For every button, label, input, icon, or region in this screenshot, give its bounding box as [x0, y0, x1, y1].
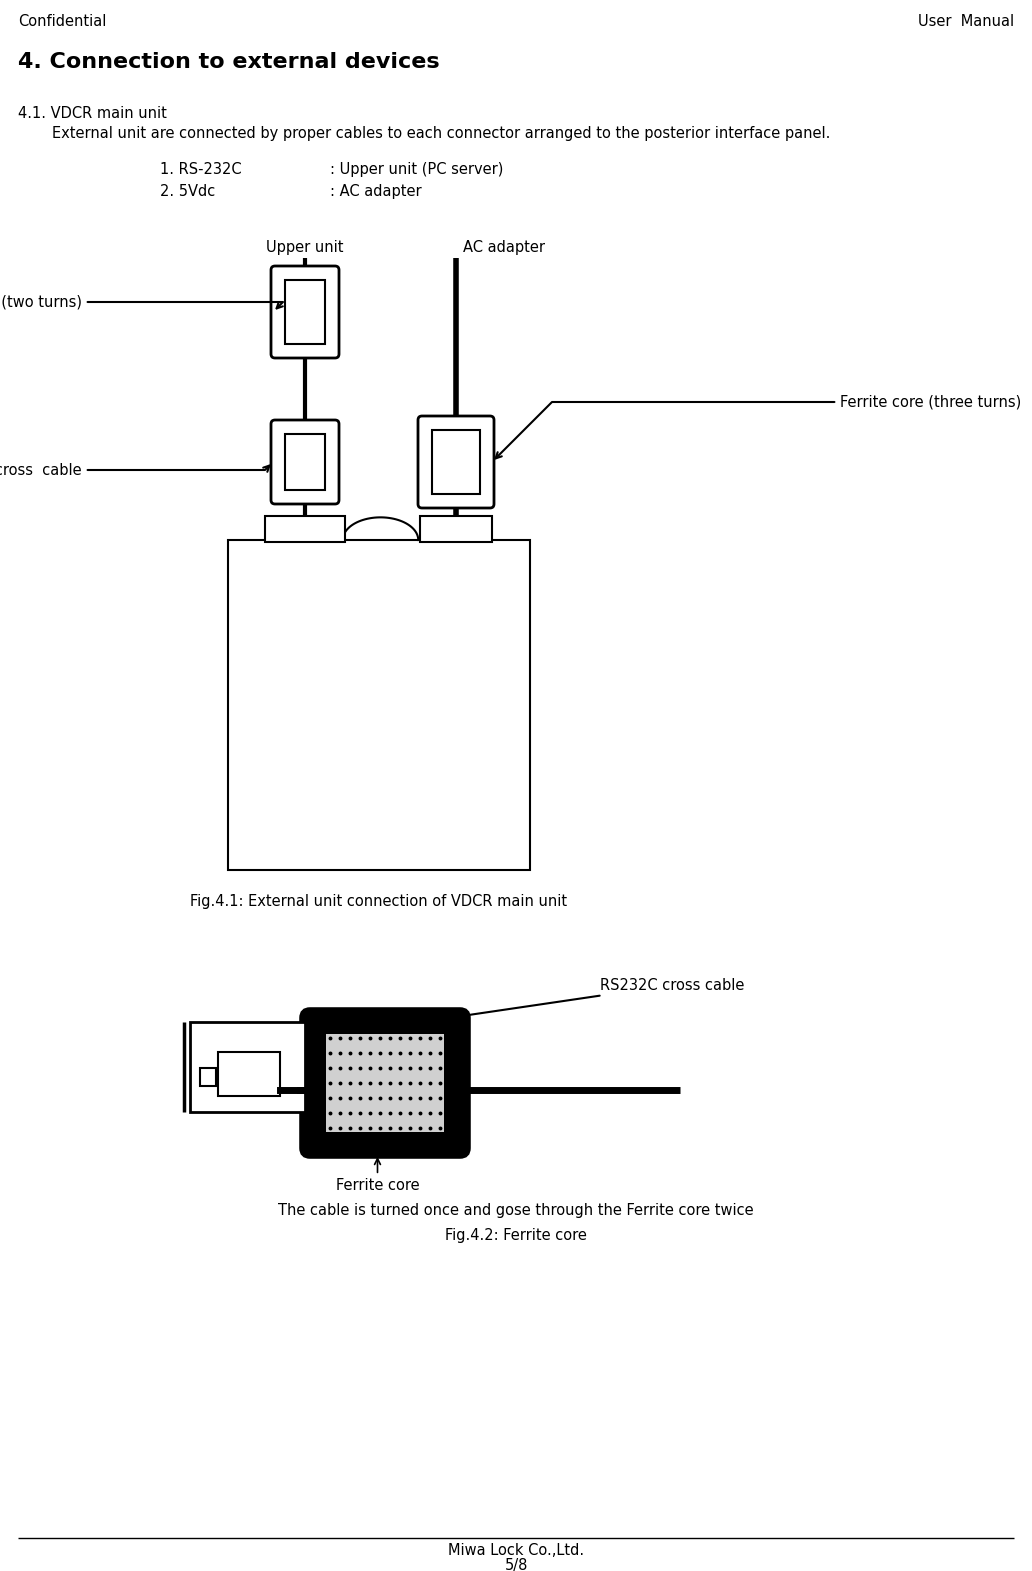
Text: Ferrite core: Ferrite core [335, 1159, 419, 1192]
Text: RS232C  cross  cable: RS232C cross cable [0, 462, 269, 478]
Bar [285, 434, 325, 490]
Text: Miwa Lock Co.,Ltd.: Miwa Lock Co.,Ltd. [448, 1543, 584, 1558]
Bar [326, 1034, 444, 1133]
FancyBboxPatch shape [271, 265, 338, 358]
Bar [420, 515, 492, 542]
Text: 4. Connection to external devices: 4. Connection to external devices [18, 52, 440, 72]
Text: 2. 5Vdc: 2. 5Vdc [160, 184, 216, 200]
Text: RS-232C: RS-232C [280, 518, 330, 531]
Text: AC adapter: AC adapter [463, 240, 545, 255]
Text: Fig.4.2: Ferrite core: Fig.4.2: Ferrite core [445, 1229, 587, 1243]
Text: : Upper unit (PC server): : Upper unit (PC server) [330, 162, 504, 178]
Text: 1. RS-232C: 1. RS-232C [160, 162, 241, 178]
Text: Ferrite core (three turns): Ferrite core (three turns) [495, 394, 1022, 459]
FancyBboxPatch shape [418, 416, 494, 507]
Text: : AC adapter: : AC adapter [330, 184, 422, 200]
Text: The cable is turned once and gose through the Ferrite core twice: The cable is turned once and gose throug… [279, 1203, 753, 1218]
Bar [218, 1053, 280, 1097]
Text: User  Manual: User Manual [917, 14, 1014, 28]
Text: Confidential: Confidential [18, 14, 106, 28]
Text: Ferrite core (two turns): Ferrite core (two turns) [0, 294, 283, 309]
Bar [265, 515, 345, 542]
Text: 4.1. VDCR main unit: 4.1. VDCR main unit [18, 105, 167, 121]
Bar [200, 1068, 216, 1086]
Bar [228, 540, 530, 870]
Bar [432, 430, 480, 493]
Bar [190, 1023, 305, 1112]
Bar [285, 280, 325, 344]
Text: RS232C cross cable: RS232C cross cable [413, 977, 744, 1026]
Text: 5Vdc: 5Vdc [442, 518, 471, 531]
Text: External unit are connected by proper cables to each connector arranged to the p: External unit are connected by proper ca… [52, 126, 831, 141]
FancyBboxPatch shape [302, 1010, 467, 1156]
Text: Fig.4.1: External unit connection of VDCR main unit: Fig.4.1: External unit connection of VDC… [191, 894, 568, 910]
Text: 5/8: 5/8 [505, 1558, 527, 1571]
Text: Upper unit: Upper unit [266, 240, 344, 255]
FancyBboxPatch shape [271, 419, 338, 504]
